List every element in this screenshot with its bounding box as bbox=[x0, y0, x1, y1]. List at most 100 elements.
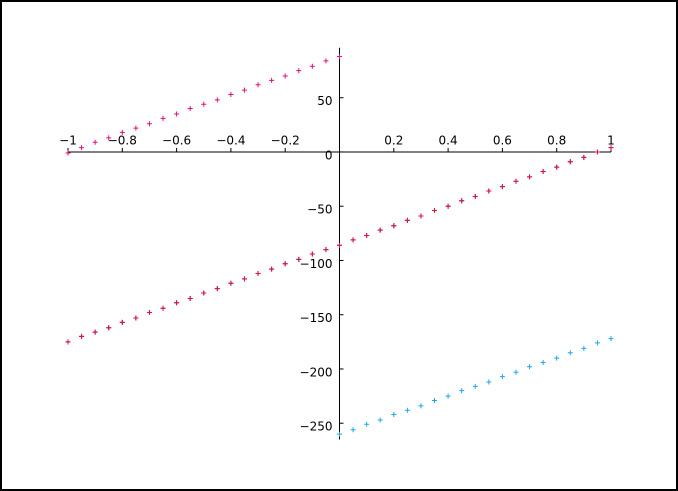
point bbox=[499, 184, 505, 190]
point bbox=[119, 319, 125, 325]
y-tick-label: −100 bbox=[300, 257, 333, 271]
point bbox=[323, 58, 329, 64]
x-tick-label: 0.2 bbox=[384, 133, 403, 147]
point bbox=[513, 178, 519, 184]
point bbox=[269, 266, 275, 272]
point bbox=[418, 213, 424, 219]
point bbox=[404, 217, 410, 223]
point bbox=[350, 427, 356, 433]
point bbox=[282, 73, 288, 79]
point bbox=[309, 251, 315, 257]
y-tick-label: 50 bbox=[317, 94, 332, 108]
point bbox=[174, 111, 180, 117]
point bbox=[594, 149, 600, 155]
point bbox=[445, 203, 451, 209]
point bbox=[445, 393, 451, 399]
point bbox=[296, 68, 302, 74]
point bbox=[228, 91, 234, 97]
point bbox=[581, 345, 587, 351]
point bbox=[581, 154, 587, 160]
point bbox=[499, 374, 505, 380]
point bbox=[160, 115, 166, 121]
point bbox=[377, 227, 383, 233]
point bbox=[404, 407, 410, 413]
point bbox=[364, 421, 370, 427]
point bbox=[146, 121, 152, 127]
point bbox=[486, 188, 492, 194]
point bbox=[337, 53, 342, 59]
point bbox=[92, 139, 98, 145]
point bbox=[472, 383, 478, 389]
point bbox=[241, 87, 247, 93]
point bbox=[608, 145, 614, 151]
point bbox=[554, 164, 560, 170]
point bbox=[527, 174, 533, 180]
point bbox=[65, 339, 71, 345]
point bbox=[540, 359, 546, 365]
point bbox=[119, 129, 125, 135]
point bbox=[187, 295, 193, 301]
point bbox=[486, 379, 492, 385]
point bbox=[432, 397, 438, 403]
y-tick-label: 0 bbox=[325, 148, 333, 162]
point bbox=[377, 417, 383, 423]
point bbox=[608, 336, 614, 342]
point bbox=[160, 305, 166, 311]
point bbox=[269, 77, 275, 83]
point bbox=[418, 403, 424, 409]
point bbox=[364, 233, 370, 239]
point bbox=[391, 223, 397, 229]
point bbox=[201, 290, 207, 296]
point bbox=[187, 106, 193, 112]
point bbox=[255, 270, 261, 276]
point bbox=[594, 340, 600, 346]
x-tick-label: 0.8 bbox=[547, 133, 566, 147]
x-tick-label: −0.6 bbox=[162, 133, 191, 147]
y-tick-label: −50 bbox=[307, 203, 332, 217]
point bbox=[282, 261, 288, 267]
x-tick-label: 0.6 bbox=[493, 133, 512, 147]
point bbox=[459, 388, 465, 394]
point bbox=[554, 355, 560, 361]
x-tick-label: 0.4 bbox=[439, 133, 458, 147]
point bbox=[133, 125, 139, 131]
y-tick-label: −250 bbox=[300, 420, 333, 434]
y-tick-label: −200 bbox=[300, 365, 333, 379]
x-tick-label: −0.2 bbox=[271, 133, 300, 147]
point bbox=[228, 280, 234, 286]
point bbox=[472, 193, 478, 199]
point bbox=[201, 101, 207, 107]
point bbox=[174, 300, 180, 306]
point bbox=[337, 431, 342, 437]
point bbox=[241, 276, 247, 282]
point bbox=[337, 242, 342, 248]
x-tick-label: −0.4 bbox=[216, 133, 245, 147]
point bbox=[391, 412, 397, 418]
point bbox=[309, 63, 315, 69]
point bbox=[79, 333, 85, 339]
point bbox=[350, 237, 356, 243]
point bbox=[323, 247, 329, 253]
point bbox=[527, 364, 533, 370]
x-tick-label: 1 bbox=[607, 133, 615, 147]
point bbox=[106, 325, 112, 331]
x-tick-label: −1 bbox=[59, 133, 77, 147]
point bbox=[459, 198, 465, 204]
point bbox=[540, 168, 546, 174]
point bbox=[214, 286, 220, 292]
point bbox=[92, 329, 98, 335]
point bbox=[513, 369, 519, 375]
point bbox=[65, 150, 71, 156]
y-tick-label: −150 bbox=[300, 311, 333, 325]
point bbox=[567, 350, 573, 356]
x-tick-label: −0.8 bbox=[108, 133, 137, 147]
point bbox=[296, 256, 302, 262]
point bbox=[432, 208, 438, 214]
point bbox=[146, 310, 152, 316]
point bbox=[133, 315, 139, 321]
point bbox=[567, 159, 573, 165]
point bbox=[106, 135, 112, 141]
point bbox=[255, 82, 261, 88]
point bbox=[214, 97, 220, 103]
